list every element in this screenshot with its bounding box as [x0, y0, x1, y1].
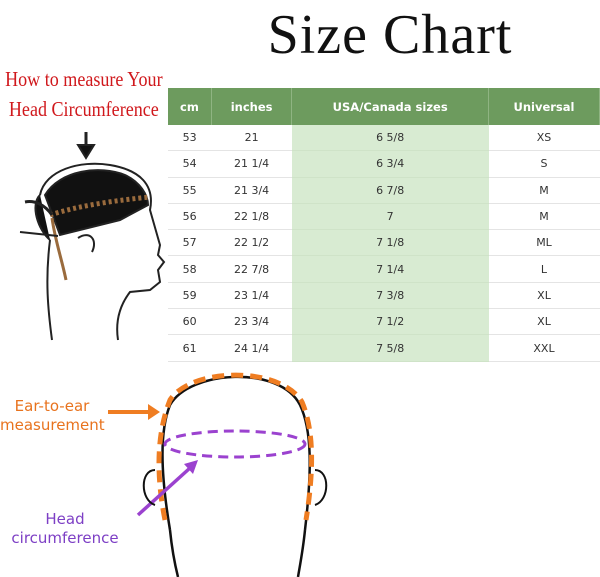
table-cell: 7 3/8	[291, 282, 489, 310]
table-cell: 22 7/8	[211, 255, 292, 283]
table-cell: 7	[291, 203, 489, 231]
table-cell: 24 1/4	[211, 334, 292, 362]
table-cell: XXL	[488, 334, 600, 362]
title: Size Chart	[267, 4, 513, 66]
table-cell: 54	[168, 150, 212, 178]
how-to-line: How to measure Your	[5, 67, 163, 91]
profile-head	[19, 132, 166, 341]
circumference-label: Head circumference	[11, 510, 119, 547]
table-cell: S	[488, 150, 600, 178]
table-cell: 6 7/8	[291, 177, 489, 204]
table-cell: 7 1/4	[291, 255, 489, 283]
table-cell: 56	[168, 203, 212, 231]
table-cell: M	[488, 177, 600, 204]
table-cell: 6 3/4	[291, 150, 489, 178]
table-row: 56 22 1/8 7 M	[168, 203, 600, 231]
header-row: cm inches USA/Canada sizes Universal	[168, 88, 600, 125]
table-cell: L	[488, 255, 600, 283]
header-cell: inches	[211, 88, 293, 125]
table-cell: 7 5/8	[291, 334, 489, 362]
table-cell: 53	[168, 125, 212, 152]
table-body: 53 21 6 5/8 XS 54 21 1/4 6 3/4 S 55 21 3/4 6 7/8 M 5…	[168, 125, 600, 362]
table-cell: 61	[168, 334, 212, 362]
table-row: 53 21 6 5/8 XS	[168, 125, 600, 152]
table-cell: 60	[168, 308, 212, 336]
ear-label: Ear-to-ear measurement	[0, 397, 105, 434]
table-cell: 22 1/2	[211, 229, 292, 257]
table-row: 57 22 1/2 7 1/8 ML	[168, 229, 600, 257]
table-row: 60 23 3/4 7 1/2 XL	[168, 308, 600, 336]
table-cell: XL	[488, 282, 600, 310]
table-cell: M	[488, 203, 600, 231]
table-cell: 23 3/4	[211, 308, 292, 336]
table-row: 55 21 3/4 6 7/8 M	[168, 177, 600, 204]
header-cell: USA/Canada sizes	[291, 88, 489, 125]
table-cell: 21 3/4	[211, 177, 292, 204]
table-cell: 59	[168, 282, 212, 310]
table-cell: 22 1/8	[211, 203, 292, 231]
table-cell: 6 5/8	[291, 125, 489, 152]
table-cell: 55	[168, 177, 212, 204]
table-cell: 21	[211, 125, 292, 152]
how-to-heading: How to measure Your Head Circumference	[0, 64, 163, 124]
table-cell: XS	[488, 125, 600, 152]
table-cell: XL	[488, 308, 600, 336]
table-cell: 7 1/2	[291, 308, 489, 336]
header-cell: cm	[168, 88, 212, 125]
header-cell: Universal	[488, 88, 600, 125]
size-table: cm inches USA/Canada sizes Universal 53 21 6 …	[168, 88, 600, 362]
front-head	[108, 372, 328, 577]
table-cell: ML	[488, 229, 600, 257]
table-row: 58 22 7/8 7 1/4 L	[168, 255, 600, 283]
table-row: 59 23 1/4 7 3/8 XL	[168, 282, 600, 310]
table-row: 61 24 1/4 7 5/8 XXL	[168, 334, 600, 362]
table-cell: 23 1/4	[211, 282, 292, 310]
how-to-line: Head Circumference	[8, 97, 159, 121]
table-cell: 57	[168, 229, 212, 257]
table-cell: 21 1/4	[211, 150, 292, 178]
table-row: 54 21 1/4 6 3/4 S	[168, 150, 600, 178]
table-cell: 7 1/8	[291, 229, 489, 257]
table-cell: 58	[168, 255, 212, 283]
